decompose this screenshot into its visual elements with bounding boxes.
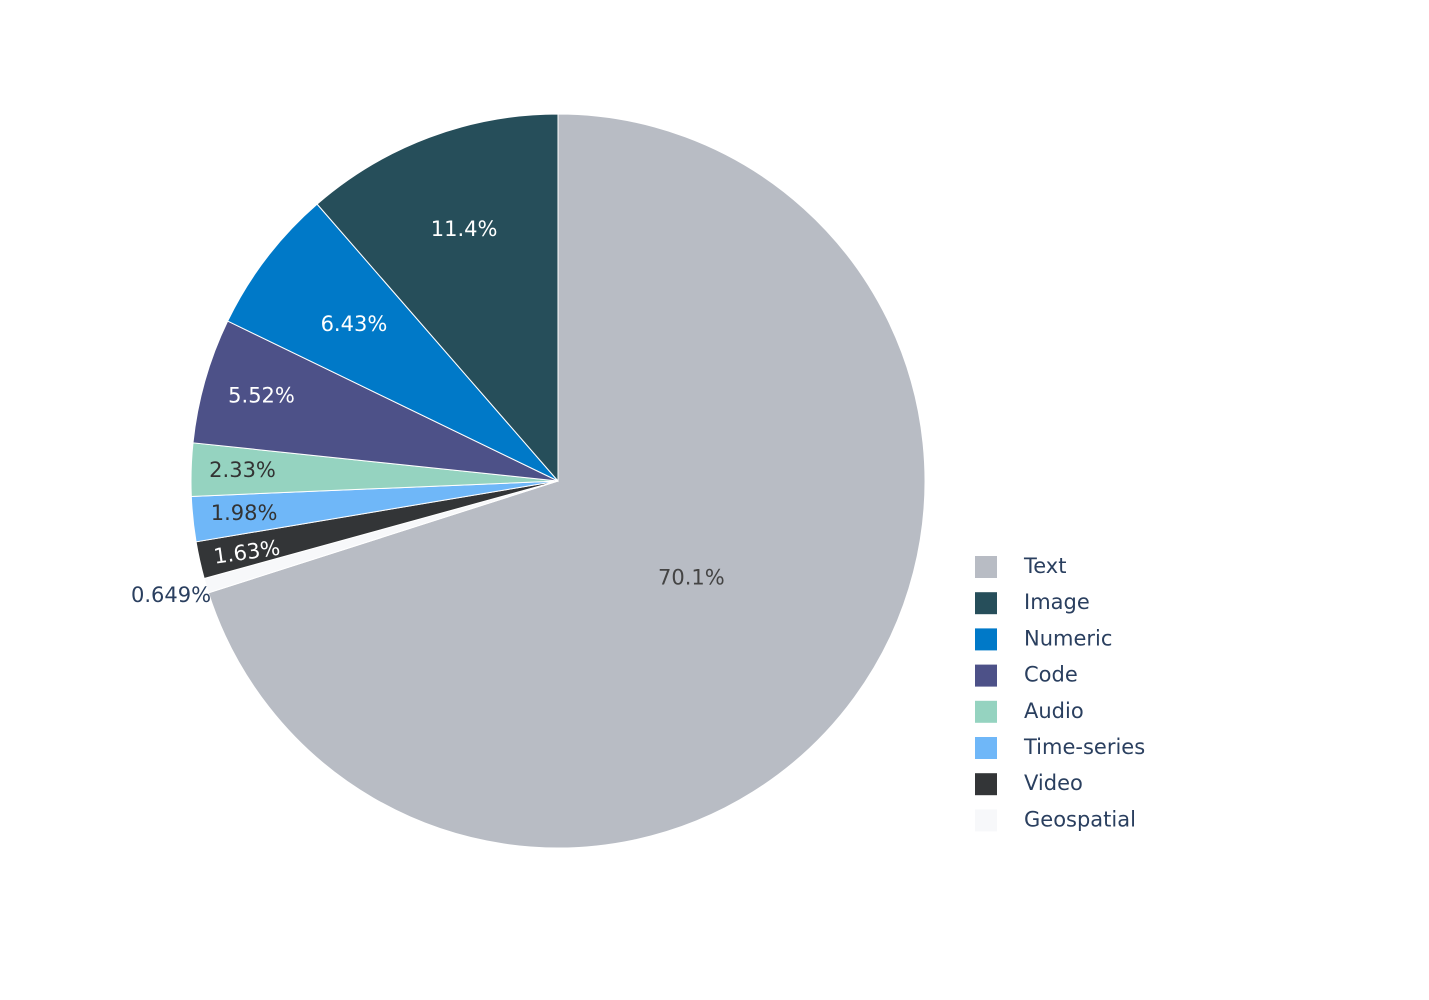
legend-label-numeric[interactable]: Numeric: [1024, 626, 1112, 650]
slice-label-audio: 2.33%: [209, 458, 276, 482]
legend-swatch-code[interactable]: [975, 664, 997, 687]
legend: Text Image Numeric Code Audio Time-series Vide…: [975, 554, 1145, 832]
legend-label-video[interactable]: Video: [1024, 771, 1083, 795]
slice-label-image: 11.4%: [431, 217, 498, 241]
legend-label-geospatial[interactable]: Geospatial: [1024, 807, 1136, 831]
slice-label-text: 70.1%: [658, 565, 725, 589]
slice-label-code: 5.52%: [228, 384, 295, 408]
legend-swatch-text[interactable]: [975, 556, 997, 578]
legend-label-image[interactable]: Image: [1024, 590, 1090, 614]
pie-labels: 70.1%0.649%1.63%1.98%2.33%5.52%6.43%11.4…: [131, 217, 725, 607]
legend-swatch-numeric[interactable]: [975, 628, 997, 651]
pie-slices: [190, 113, 926, 849]
legend-label-audio[interactable]: Audio: [1024, 699, 1084, 723]
slice-label-time-series: 1.98%: [211, 501, 278, 525]
legend-label-code[interactable]: Code: [1024, 663, 1078, 687]
legend-swatch-geospatial[interactable]: [975, 809, 997, 832]
legend-swatch-audio[interactable]: [975, 700, 997, 723]
pie-slice-image: [316, 113, 559, 483]
slice-label-geospatial: 0.649%: [131, 583, 211, 607]
legend-swatch-video[interactable]: [975, 773, 997, 796]
pie-slice-numeric: [227, 203, 559, 482]
pie-slice-text: [207, 113, 926, 849]
legend-swatch-time-series[interactable]: [975, 737, 997, 759]
slice-label-numeric: 6.43%: [321, 312, 388, 336]
legend-label-text[interactable]: Text: [1023, 554, 1066, 578]
legend-label-time-series[interactable]: Time-series: [1023, 735, 1145, 759]
legend-swatch-image[interactable]: [975, 592, 997, 615]
